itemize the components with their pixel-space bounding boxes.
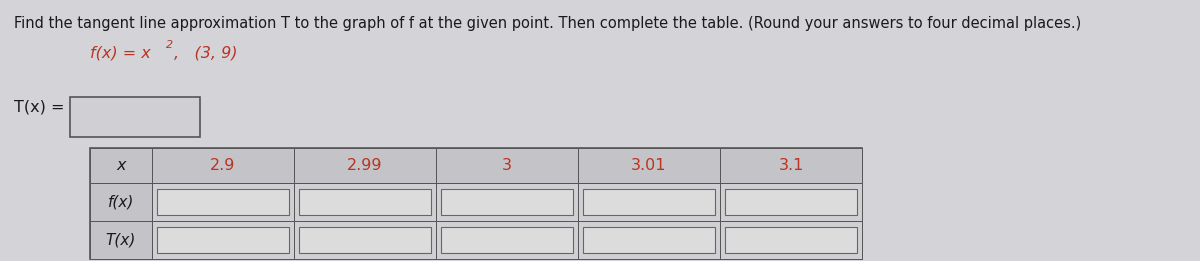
Text: T(x) =: T(x) = [14, 100, 65, 115]
FancyBboxPatch shape [442, 189, 574, 215]
Text: 3: 3 [502, 158, 512, 173]
Text: Find the tangent line approximation T to the graph of f at the given point. Then: Find the tangent line approximation T to… [14, 16, 1081, 31]
FancyBboxPatch shape [720, 183, 862, 221]
Text: x: x [116, 158, 126, 173]
Text: f(x): f(x) [108, 194, 134, 210]
FancyBboxPatch shape [442, 227, 574, 253]
Text: T(x): T(x) [106, 233, 136, 247]
FancyBboxPatch shape [90, 183, 152, 221]
Text: 2.9: 2.9 [210, 158, 235, 173]
FancyBboxPatch shape [294, 183, 436, 221]
FancyBboxPatch shape [152, 183, 294, 221]
Text: 3.1: 3.1 [779, 158, 804, 173]
Text: ,   (3, 9): , (3, 9) [174, 46, 238, 61]
FancyBboxPatch shape [578, 148, 720, 183]
FancyBboxPatch shape [152, 221, 294, 259]
FancyBboxPatch shape [720, 148, 862, 183]
FancyBboxPatch shape [294, 221, 436, 259]
FancyBboxPatch shape [70, 97, 200, 137]
FancyBboxPatch shape [157, 227, 289, 253]
Text: 3.01: 3.01 [631, 158, 667, 173]
FancyBboxPatch shape [436, 183, 578, 221]
FancyBboxPatch shape [299, 227, 431, 253]
FancyBboxPatch shape [578, 221, 720, 259]
Text: f(x) = x: f(x) = x [90, 46, 151, 61]
FancyBboxPatch shape [152, 148, 294, 183]
Text: 2: 2 [166, 40, 173, 50]
FancyBboxPatch shape [294, 148, 436, 183]
FancyBboxPatch shape [578, 183, 720, 221]
FancyBboxPatch shape [157, 189, 289, 215]
FancyBboxPatch shape [436, 148, 578, 183]
FancyBboxPatch shape [720, 221, 862, 259]
FancyBboxPatch shape [90, 221, 152, 259]
FancyBboxPatch shape [725, 189, 857, 215]
FancyBboxPatch shape [436, 221, 578, 259]
FancyBboxPatch shape [583, 189, 715, 215]
FancyBboxPatch shape [725, 227, 857, 253]
FancyBboxPatch shape [299, 189, 431, 215]
FancyBboxPatch shape [583, 227, 715, 253]
Text: 2.99: 2.99 [347, 158, 383, 173]
FancyBboxPatch shape [90, 148, 152, 183]
